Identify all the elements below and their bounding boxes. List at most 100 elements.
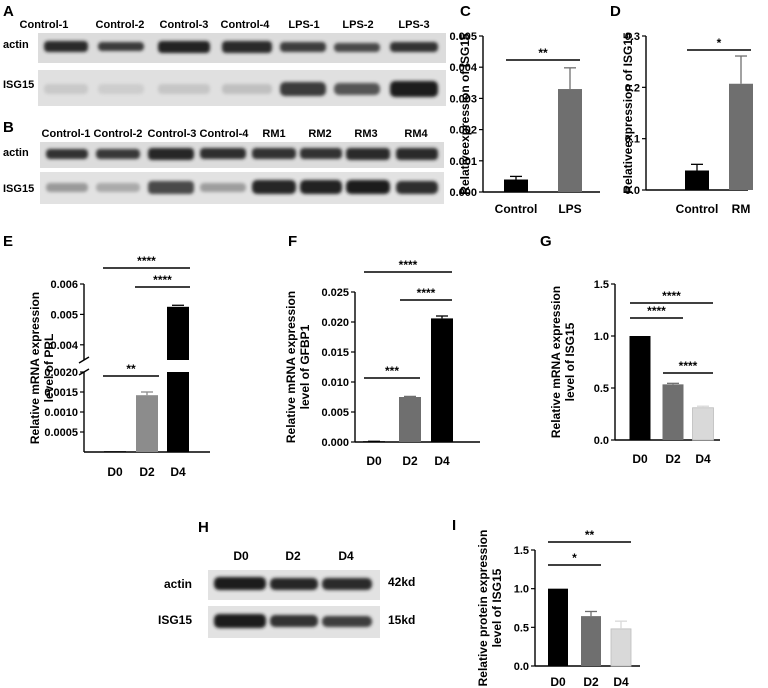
lane-label: D2: [285, 549, 301, 563]
significance-label: ****: [679, 359, 698, 373]
lane-label: RM3: [354, 128, 377, 140]
bar: [692, 407, 714, 441]
y-tick-label: 0.010: [321, 377, 349, 389]
panel-label-e: E: [3, 233, 13, 250]
row-label-isg15: ISG15: [3, 79, 34, 91]
y-tick-label: 0.020: [321, 317, 349, 329]
y-axis-title: Relative protein expressionlevel of ISG1…: [476, 530, 504, 687]
panel-label-g: G: [540, 233, 552, 250]
lane-label: Control-1: [20, 19, 69, 31]
y-tick-label: 0.006: [50, 279, 78, 291]
lane-label: RM2: [308, 128, 331, 140]
category-label: D4: [434, 454, 450, 468]
y-tick-label: 1.5: [514, 545, 529, 557]
blot-b: Control-1 Control-2 Control-3 Control-4 …: [3, 128, 444, 204]
lane-label: LPS-2: [342, 19, 373, 31]
y-tick-label: 0.002: [449, 125, 477, 137]
y-tick-label: 0.001: [449, 156, 477, 168]
y-tick-label: 1.5: [594, 279, 609, 291]
significance-label: *: [572, 551, 577, 565]
axis-break-mark: [78, 356, 90, 364]
bar: [548, 588, 568, 666]
significance-label: ****: [137, 254, 156, 268]
lane-label: Control-3: [160, 19, 209, 31]
category-label: D0: [550, 675, 566, 688]
category-label: D0: [366, 454, 382, 468]
y-tick-label: 0.000: [321, 437, 349, 449]
y-axis-title: Relative mRNA expressionlevel of ISG15: [549, 286, 577, 438]
category-label: D4: [695, 452, 711, 466]
lane-label: RM4: [404, 128, 428, 140]
y-axis-title: Relativeexpression of ISG15: [621, 32, 635, 194]
y-tick-label: 0.2: [625, 82, 640, 94]
chart-c: 0.000 0.001 0.002 0.003 0.004 0.005 Control LPS…: [449, 31, 600, 216]
size-marker: 15kd: [388, 613, 415, 627]
y-tick-label: 0.004: [449, 62, 477, 74]
y-axis-title: Relativeexpression of ISG15: [458, 33, 472, 195]
significance-label: **: [538, 46, 548, 60]
y-tick-label: 0.003: [449, 93, 477, 105]
lane-label: D0: [233, 549, 249, 563]
y-tick-label: 0.1: [625, 134, 640, 146]
chart-i: 0.0 0.5 1.0 1.5 D0 D2 D4 Relative protein expre…: [476, 528, 640, 688]
category-label: D2: [139, 465, 155, 479]
significance-label: ****: [662, 289, 681, 303]
category-label: D2: [665, 452, 681, 466]
y-tick-label: 0.5: [594, 383, 609, 395]
row-label-actin: actin: [3, 39, 29, 51]
bar: [104, 451, 126, 452]
y-tick-label: 0.004: [50, 340, 78, 352]
lane-label: Control-2: [94, 128, 143, 140]
y-tick-label: 0.015: [321, 347, 349, 359]
y-tick-label: 0.0015: [44, 387, 78, 399]
panel-label-h: H: [198, 519, 209, 536]
significance-label: ****: [647, 304, 666, 318]
category-label: D0: [632, 452, 648, 466]
significance-label: *: [717, 36, 722, 50]
y-tick-label: 0.0005: [44, 427, 78, 439]
lane-label: D4: [338, 549, 354, 563]
panel-label-b: B: [3, 119, 14, 136]
category-label: D4: [170, 465, 186, 479]
y-tick-label: 1.0: [594, 331, 609, 343]
bar: [685, 170, 709, 190]
significance-label: **: [126, 362, 136, 376]
size-marker: 42kd: [388, 575, 415, 589]
bar: [558, 89, 582, 192]
y-tick-label: 0.005: [449, 31, 477, 43]
significance-label: ***: [385, 364, 399, 378]
bar: [167, 372, 189, 452]
category-label: LPS: [558, 202, 581, 216]
y-tick-label: 0.0010: [44, 407, 78, 419]
row-label-isg15: ISG15: [158, 613, 192, 627]
y-tick-label: 0.3: [625, 31, 640, 43]
category-label: D2: [583, 675, 599, 688]
lane-label: LPS-3: [398, 19, 429, 31]
significance-label: **: [585, 528, 595, 542]
panel-label-d: D: [610, 3, 621, 20]
panel-label-a: A: [3, 3, 14, 20]
bar: [504, 179, 528, 192]
panel-label-c: C: [460, 3, 471, 20]
bar: [167, 306, 189, 360]
y-axis-title: Relative mRNA expressionlevel of GFBP1: [284, 291, 312, 443]
category-label: RM: [732, 202, 751, 216]
y-tick-label: 1.0: [514, 584, 529, 596]
category-label: Control: [495, 202, 538, 216]
bar: [399, 397, 421, 442]
lane-label: Control-4: [200, 128, 250, 140]
row-label-isg15: ISG15: [3, 183, 34, 195]
category-label: D4: [613, 675, 629, 688]
blot-a: Control-1 Control-2 Control-3 Control-4 …: [3, 19, 446, 106]
row-label-actin: actin: [164, 577, 192, 591]
chart-d: 0.0 0.1 0.2 0.3 Control RM Relativeexpression …: [621, 31, 753, 216]
y-tick-label: 0.5: [514, 622, 529, 634]
category-label: D2: [402, 454, 418, 468]
lane-label: Control-1: [42, 128, 91, 140]
bar: [662, 384, 684, 440]
row-label-actin: actin: [3, 147, 29, 159]
chart-e: 0.0005 0.0010 0.0015 0.0020 0.004 0.005 0.006 D…: [28, 254, 210, 479]
lane-label: Control-3: [148, 128, 197, 140]
blot-h: D0 D2 D4 actin ISG15 42kd 15kd: [158, 549, 415, 638]
